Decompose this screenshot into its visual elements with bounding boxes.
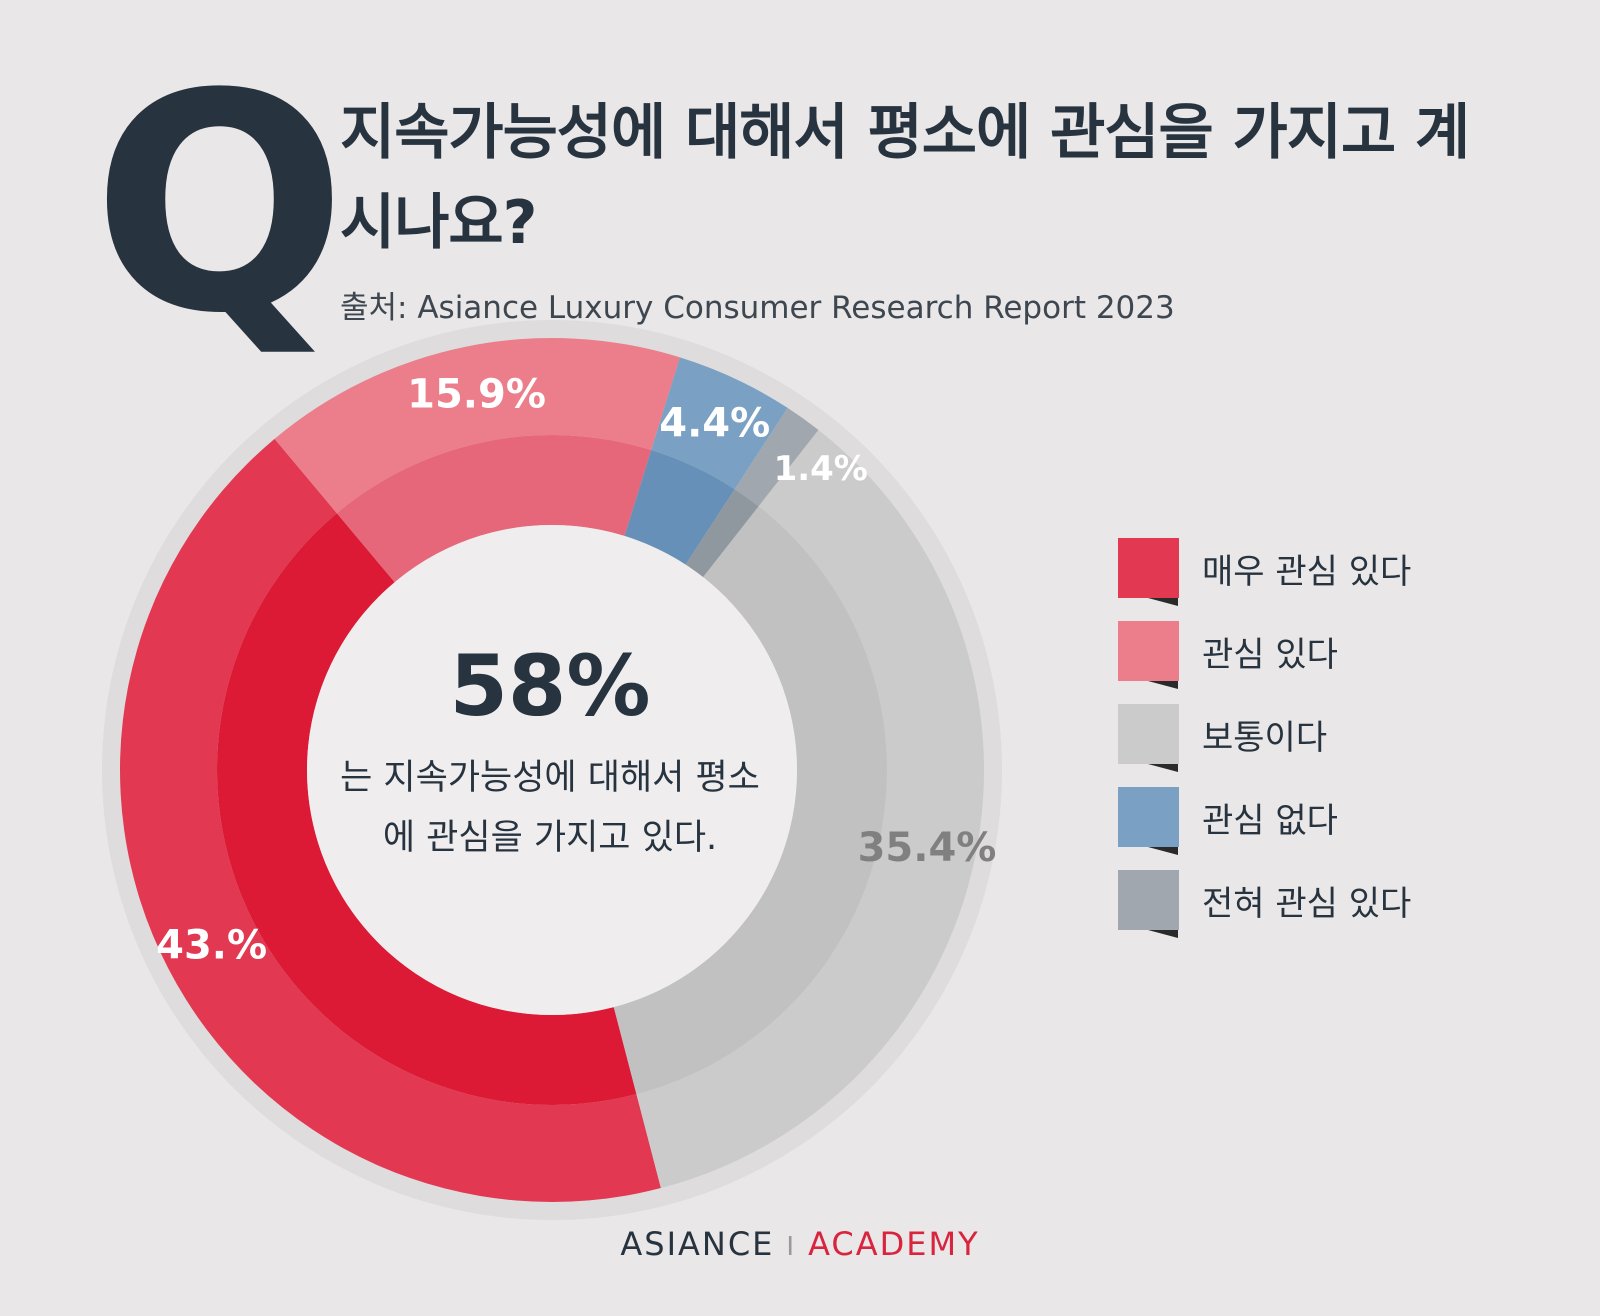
legend-label-3: 관심 없다 (1202, 800, 1338, 841)
legend-swatch-2 (1118, 704, 1179, 772)
slice-label-2: 4.4% (659, 400, 770, 446)
slice-outer-4 (636, 429, 985, 1189)
footer-brand: ASIANCE (620, 1225, 775, 1263)
slice-outer-0 (119, 438, 661, 1203)
legend-swatch-3 (1118, 787, 1179, 855)
footer-academy: ACADEMY (808, 1225, 980, 1263)
slice-outer-3 (734, 407, 819, 507)
donut-hole (307, 525, 797, 1015)
legend-label-1: 관심 있다 (1202, 634, 1338, 675)
center-description: 는 지속가능성에 대해서 평소에 관심을 가지고 있다. (340, 758, 760, 859)
slice-label-4: 35.4% (858, 825, 997, 871)
slice-inner-1 (336, 434, 652, 583)
legend-swatch-0 (1118, 538, 1179, 606)
center-headline: 58% (449, 637, 651, 735)
footer-separator: I (786, 1232, 797, 1262)
legend-label-2: 보통이다 (1202, 717, 1328, 758)
slice-label-1: 15.9% (407, 372, 546, 418)
footer-logo: ASIANCE I ACADEMY (0, 1225, 1600, 1263)
legend-swatch-tail-1 (1148, 681, 1178, 689)
legend-swatch-1 (1118, 621, 1179, 689)
slice-label-3: 1.4% (774, 449, 868, 489)
slice-inner-4 (613, 506, 888, 1095)
slice-inner-0 (216, 513, 637, 1105)
legend-label-4: 전혀 관심 있다 (1202, 883, 1412, 924)
legend-swatch-tail-2 (1148, 764, 1178, 772)
chart-title: 지속가능성에 대해서 평소에 관심을 가지고 계시나요? (340, 98, 1470, 258)
legend-swatch-tail-3 (1148, 847, 1178, 855)
q-letter: Q (92, 30, 348, 379)
legend-label-0: 매우 관심 있다 (1202, 551, 1412, 592)
outer-slices (119, 338, 985, 1203)
legend-item-0: 매우 관심 있다 (1118, 538, 1412, 606)
source-note: 출처: Asiance Luxury Consumer Research Rep… (340, 290, 1175, 326)
slice-inner-3 (685, 489, 759, 578)
legend-swatch-4 (1118, 870, 1179, 938)
legend-item-2: 보통이다 (1118, 704, 1411, 772)
legend-swatch-tail-0 (1148, 598, 1178, 606)
inner-slices (216, 434, 888, 1105)
legend-swatch-tail-4 (1148, 930, 1178, 938)
slice-labels: 43.% 15.9% 4.4%1.4% 35.4% (156, 372, 996, 969)
legend-item-3: 관심 없다 (1118, 787, 1411, 855)
legend-item-1: 관심 있다 (1118, 621, 1411, 689)
slice-outer-2 (651, 357, 788, 490)
slice-label-0: 43.% (156, 923, 267, 969)
legend-item-4: 전혀 관심 있다 (1118, 870, 1412, 938)
slice-outer-1 (274, 338, 680, 514)
slice-inner-2 (624, 450, 735, 565)
center-summary: 58% 는 지속가능성에 대해서 평소에 관심을 가지고 있다. (340, 640, 760, 868)
